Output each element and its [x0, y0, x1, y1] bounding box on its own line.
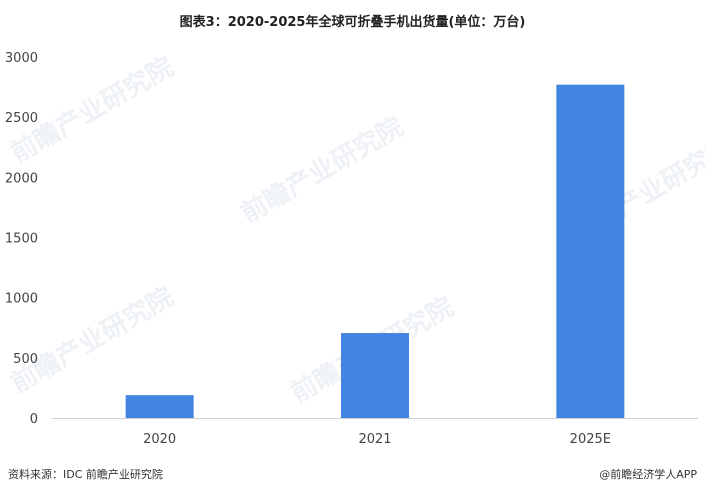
x-tick-label: 2025E — [570, 432, 611, 447]
y-tick-label: 500 — [13, 352, 38, 367]
y-tick-label: 1000 — [5, 292, 38, 307]
y-tick-label: 0 — [30, 412, 38, 427]
y-tick-label: 2500 — [5, 111, 38, 126]
bar-2025E — [556, 84, 625, 418]
bar-2020 — [125, 395, 194, 418]
chart-title: 图表3：2020-2025年全球可折叠手机出货量(单位：万台) — [179, 15, 526, 30]
x-tick-label: 2020 — [143, 432, 176, 447]
y-tick-label: 2000 — [5, 171, 38, 186]
x-tick-label: 2021 — [358, 432, 391, 447]
y-tick-label: 1500 — [5, 232, 38, 247]
brand-note: @前瞻经济学人APP — [599, 468, 697, 481]
bar-2021 — [341, 333, 409, 418]
y-tick-label: 3000 — [5, 51, 38, 66]
source-note: 资料来源：IDC 前瞻产业研究院 — [8, 468, 163, 481]
